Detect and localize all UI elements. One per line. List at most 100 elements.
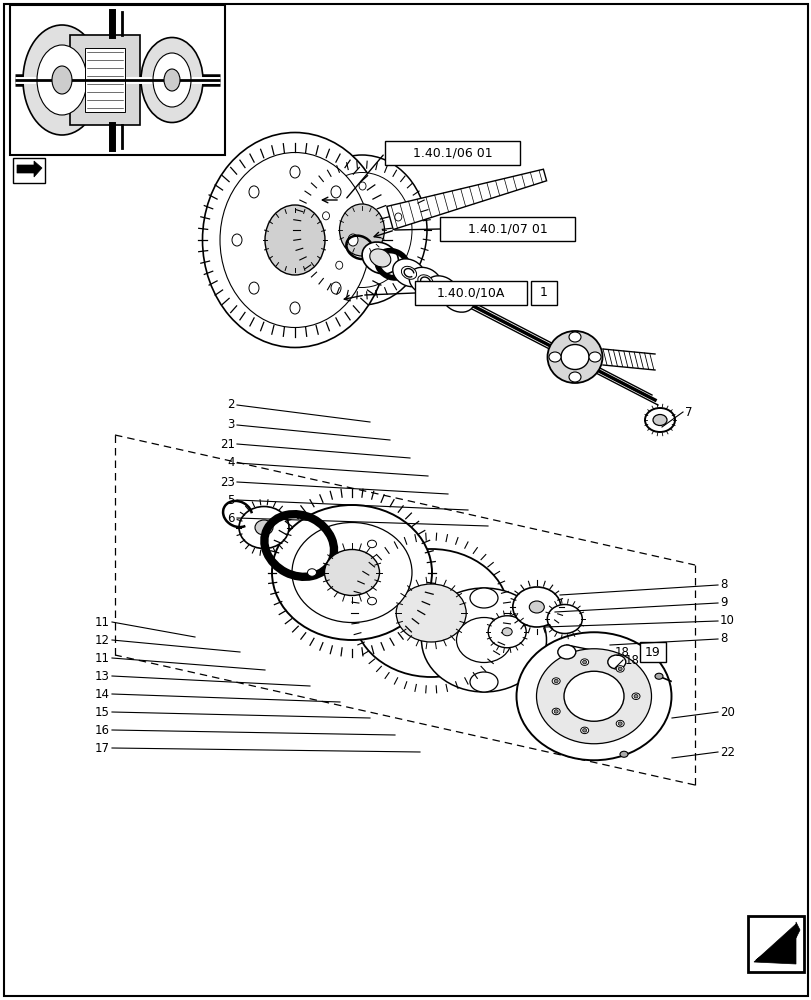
Ellipse shape [307,569,316,576]
Ellipse shape [369,249,390,267]
Ellipse shape [202,132,387,348]
Text: 4: 4 [227,456,234,470]
Bar [384,141,519,165]
Ellipse shape [220,152,370,328]
Ellipse shape [529,601,543,613]
Ellipse shape [292,522,411,622]
Text: 12: 12 [95,634,109,646]
Ellipse shape [232,234,242,246]
Ellipse shape [409,267,441,295]
Ellipse shape [553,710,557,713]
Ellipse shape [37,45,87,115]
Ellipse shape [470,588,497,608]
Ellipse shape [141,38,203,123]
Polygon shape [17,161,42,177]
Text: 1.40.1/07 01: 1.40.1/07 01 [467,223,547,236]
Ellipse shape [441,284,474,312]
Bar [13,158,45,183]
Ellipse shape [23,25,101,135]
Ellipse shape [588,352,600,362]
Ellipse shape [290,302,299,314]
Text: 2: 2 [227,398,234,412]
Ellipse shape [393,259,425,287]
Text: 16: 16 [95,723,109,736]
Ellipse shape [249,186,259,198]
Bar [530,281,556,305]
Text: 18: 18 [624,654,639,666]
Text: 8: 8 [719,632,727,646]
Ellipse shape [548,352,560,362]
Ellipse shape [582,729,586,732]
Text: 21: 21 [220,438,234,450]
Ellipse shape [297,155,427,305]
Bar [414,281,526,305]
Text: 13: 13 [95,670,109,682]
Text: 11: 11 [95,615,109,628]
Text: 7: 7 [684,406,692,418]
Text: 15: 15 [95,706,109,718]
Ellipse shape [434,283,448,296]
Ellipse shape [331,282,341,294]
Ellipse shape [516,632,671,760]
Polygon shape [753,924,795,964]
Polygon shape [755,922,799,960]
Bar [10,5,225,155]
Ellipse shape [164,69,180,91]
Ellipse shape [367,540,376,548]
Ellipse shape [255,520,272,535]
Text: 8: 8 [719,578,727,591]
Ellipse shape [536,649,650,744]
Ellipse shape [501,628,512,636]
Ellipse shape [362,242,398,274]
Ellipse shape [290,166,299,178]
Ellipse shape [553,679,557,683]
Text: 1: 1 [539,286,547,300]
Ellipse shape [569,372,581,382]
Text: 1.40.1/06 01: 1.40.1/06 01 [412,147,491,160]
Ellipse shape [633,694,637,698]
Text: 10: 10 [719,614,734,628]
Bar [747,916,803,972]
Text: 17: 17 [95,741,109,754]
Ellipse shape [152,53,191,107]
Text: 14: 14 [95,688,109,700]
Text: 22: 22 [719,745,734,758]
Ellipse shape [617,667,621,671]
Ellipse shape [582,660,586,664]
Ellipse shape [487,616,526,648]
Ellipse shape [652,414,666,426]
Ellipse shape [560,344,588,369]
Ellipse shape [324,550,379,595]
Ellipse shape [654,673,663,679]
Ellipse shape [450,292,466,305]
Text: 19: 19 [644,646,660,658]
Ellipse shape [551,678,560,684]
Ellipse shape [547,604,581,634]
Bar [70,35,139,125]
Ellipse shape [580,727,588,734]
Ellipse shape [335,261,342,269]
Text: 20: 20 [719,706,734,718]
Text: 9: 9 [719,596,727,609]
Ellipse shape [470,672,497,692]
Ellipse shape [339,204,384,256]
Ellipse shape [394,213,401,221]
Text: 1.40.0/10A: 1.40.0/10A [436,286,504,300]
Ellipse shape [401,266,416,279]
Ellipse shape [358,182,366,190]
Ellipse shape [421,588,546,692]
Ellipse shape [311,173,411,288]
Bar [639,642,665,662]
Ellipse shape [322,212,329,220]
Ellipse shape [52,66,72,94]
Ellipse shape [348,234,358,246]
Ellipse shape [396,584,466,642]
Text: 6: 6 [227,512,234,524]
Ellipse shape [331,186,341,198]
Bar [440,217,574,241]
Ellipse shape [264,205,324,275]
Ellipse shape [580,659,588,665]
Ellipse shape [617,722,621,725]
Text: 23: 23 [220,476,234,488]
Ellipse shape [620,751,627,757]
